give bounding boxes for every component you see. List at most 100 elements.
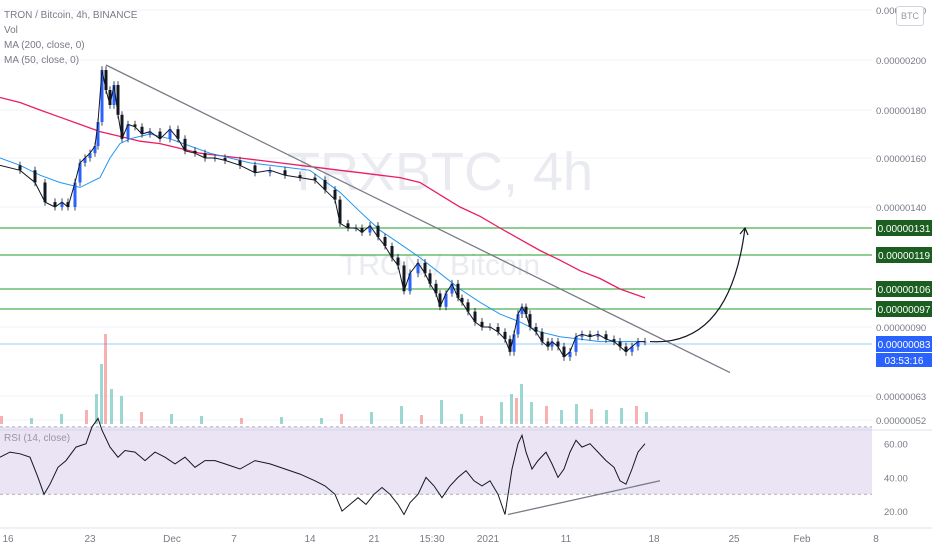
- volume-bar: [500, 402, 503, 424]
- price-tick-label: 0.00000052: [876, 416, 926, 427]
- candle-body: [203, 153, 207, 158]
- candle-body: [438, 293, 442, 307]
- candle-body: [183, 138, 187, 151]
- level-label-bg: [876, 301, 932, 317]
- time-tick-label: 18: [648, 534, 660, 545]
- volume-bar: [95, 394, 98, 424]
- candle-body: [140, 126, 144, 134]
- time-tick-label: 15:30: [419, 534, 444, 545]
- level-label-bg: [876, 247, 932, 263]
- candle-body: [238, 160, 242, 166]
- candle-body: [193, 150, 197, 154]
- candle-body: [176, 129, 180, 139]
- candle-body: [434, 283, 438, 294]
- time-tick-label: 16: [2, 534, 14, 545]
- chart-legend: TRON / Bitcoin, 4h, BINANCE Vol MA (200,…: [4, 8, 137, 68]
- price-tick-label: 0.00000140: [876, 203, 926, 214]
- candle-body: [416, 262, 420, 274]
- projection-arrow: [649, 227, 746, 343]
- candle-body: [636, 341, 640, 347]
- candle-body: [546, 341, 550, 347]
- candle-body: [116, 85, 120, 115]
- indicator-ma200[interactable]: MA (200, close, 0): [4, 40, 85, 51]
- candle-body: [466, 302, 470, 312]
- candle-body: [158, 131, 162, 139]
- volume-bar: [645, 412, 648, 424]
- candle-body: [473, 311, 477, 322]
- candle-body: [108, 90, 112, 105]
- candle-body: [313, 177, 317, 181]
- level-label-bg: [876, 220, 932, 236]
- volume-bar: [440, 400, 443, 424]
- volume-bar: [240, 418, 243, 424]
- candle-body: [18, 165, 22, 171]
- candle-body: [534, 327, 538, 332]
- time-tick-label: 11: [561, 534, 572, 545]
- volume-bar: [620, 408, 623, 424]
- candle-body: [408, 273, 412, 292]
- candle-body: [168, 129, 172, 139]
- volume-bar: [635, 406, 638, 424]
- price-tick-label: 0.00000063: [876, 392, 926, 403]
- candle-body: [618, 341, 622, 347]
- volume-bar: [460, 414, 463, 424]
- candle-body: [223, 158, 227, 161]
- candle-body: [83, 158, 87, 163]
- level-label: 0.00000106: [878, 285, 931, 296]
- volume-bar: [170, 414, 173, 424]
- candle-body: [33, 170, 37, 183]
- candle-body: [520, 306, 524, 315]
- currency-button[interactable]: BTC: [896, 6, 924, 26]
- indicator-ma50[interactable]: MA (50, close, 0): [4, 55, 80, 66]
- candle-body: [133, 124, 137, 127]
- candle-body: [596, 334, 600, 337]
- rsi-tick-label: 60.00: [884, 440, 908, 451]
- candle-body: [503, 331, 507, 340]
- candle-body: [480, 321, 484, 327]
- candle-body: [516, 314, 520, 335]
- current-price-label-bg: [876, 336, 932, 352]
- rsi-band: [0, 426, 872, 495]
- candle-body: [423, 262, 427, 274]
- volume-bar: [420, 415, 423, 424]
- candle-body: [346, 223, 350, 228]
- candle-body: [120, 114, 124, 139]
- rsi-legend[interactable]: RSI (14, close): [4, 433, 71, 444]
- volume-bar: [370, 412, 373, 424]
- current-price-label: 0.00000083: [878, 340, 931, 351]
- candle-body: [253, 165, 257, 173]
- volume-bar: [590, 409, 593, 424]
- candle-body: [396, 257, 400, 266]
- volume-bar: [530, 402, 533, 424]
- rsi-tick-label: 40.00: [884, 473, 908, 484]
- time-tick-label: Feb: [793, 534, 811, 545]
- volume-bar: [120, 396, 123, 424]
- volume-bar: [60, 414, 63, 424]
- candle-body: [508, 339, 512, 352]
- candle-body: [512, 334, 516, 352]
- volume-bar: [605, 410, 608, 424]
- volume-bar: [110, 389, 113, 424]
- candle-body: [126, 124, 130, 139]
- volume-bar: [85, 410, 88, 424]
- price-tick-label: 0.00000090: [876, 323, 926, 334]
- candle-body: [88, 153, 92, 158]
- candle-body: [540, 331, 544, 342]
- volume-bar: [400, 406, 403, 424]
- candle-body: [444, 293, 448, 307]
- volume-bar: [140, 412, 143, 424]
- countdown-label-bg: [876, 353, 932, 367]
- rsi-tick-label: 20.00: [884, 507, 908, 518]
- candle-body: [496, 327, 500, 332]
- indicator-vol[interactable]: Vol: [4, 25, 18, 36]
- time-tick-label: 7: [231, 534, 237, 545]
- volume-bar: [280, 417, 283, 424]
- candle-body: [323, 180, 327, 190]
- time-tick-label: 2021: [477, 534, 500, 545]
- volume-bar: [0, 416, 3, 424]
- candle-body: [376, 225, 380, 237]
- chart-title: TRON / Bitcoin, 4h, BINANCE: [4, 10, 138, 21]
- price-tick-label: 0.00000160: [876, 154, 926, 165]
